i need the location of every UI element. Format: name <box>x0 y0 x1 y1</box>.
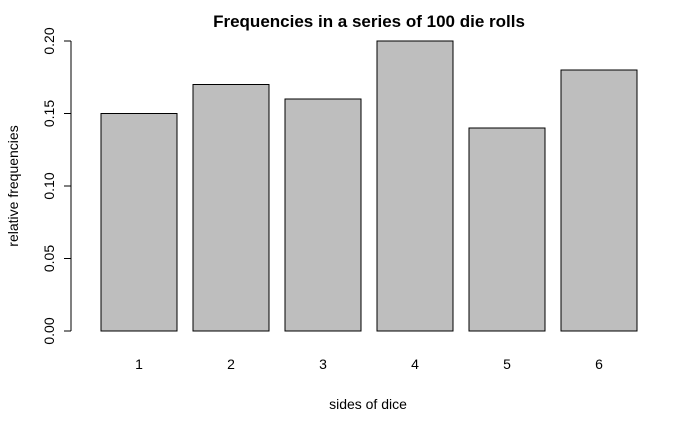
x-tick-label: 3 <box>319 356 327 372</box>
x-tick-label: 6 <box>595 356 603 372</box>
bar-5 <box>468 127 546 332</box>
x-tick-label: 1 <box>135 356 143 372</box>
y-tick-label: 0.20 <box>41 27 57 54</box>
x-tick-label: 2 <box>227 356 235 372</box>
bar-4 <box>376 40 454 332</box>
bars-group <box>100 40 638 332</box>
y-tick-label: 0.00 <box>41 317 57 344</box>
y-axis: 0.00 0.05 0.10 0.15 0.20 <box>41 27 72 345</box>
bar-6 <box>560 69 638 332</box>
x-tick-labels: 1 2 3 4 5 6 <box>135 356 603 372</box>
bar-1 <box>100 113 178 332</box>
x-axis-label: sides of dice <box>329 396 407 412</box>
x-tick-label: 5 <box>503 356 511 372</box>
x-tick-label: 4 <box>411 356 419 372</box>
y-tick-label: 0.15 <box>41 100 57 127</box>
chart-title: Frequencies in a series of 100 die rolls <box>213 12 525 31</box>
bar-2 <box>192 84 270 332</box>
y-tick-label: 0.10 <box>41 172 57 199</box>
y-tick-label: 0.05 <box>41 245 57 272</box>
y-axis-label: relative frequencies <box>5 125 21 246</box>
bar-3 <box>284 98 362 332</box>
